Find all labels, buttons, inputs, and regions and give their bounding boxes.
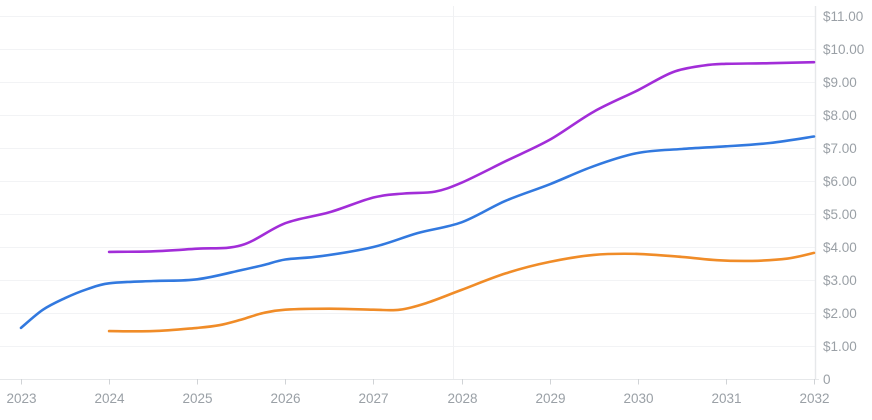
y-axis-label: $6.00 [823,174,857,189]
x-axis-label: 2026 [270,391,300,406]
purple-line [107,60,816,254]
x-axis-label: 2032 [799,391,829,406]
x-axis-label: 2027 [358,391,388,406]
blue-line [19,135,816,330]
x-axis-label: 2023 [6,391,36,406]
y-axis-label: $2.00 [823,306,857,321]
y-axis-label: $8.00 [823,108,857,123]
y-axis-label: $4.00 [823,240,857,255]
y-axis-label: $7.00 [823,141,857,156]
x-axis-label: 2029 [535,391,565,406]
y-axis-label: $3.00 [823,273,857,288]
x-axis-label: 2031 [711,391,741,406]
orange-line [107,251,816,333]
y-axis-label: $11.00 [823,9,863,24]
x-axis-label: 2028 [447,391,477,406]
y-axis-label: $5.00 [823,207,857,222]
x-axis-label: 2030 [623,391,653,406]
y-axis-label: 0 [823,372,831,387]
x-axis-label: 2024 [94,391,125,406]
y-axis-label: $10.00 [823,42,864,57]
y-axis-label: $9.00 [823,75,857,90]
x-axis-label: 2025 [182,391,212,406]
y-axis-label: $1.00 [823,339,857,354]
